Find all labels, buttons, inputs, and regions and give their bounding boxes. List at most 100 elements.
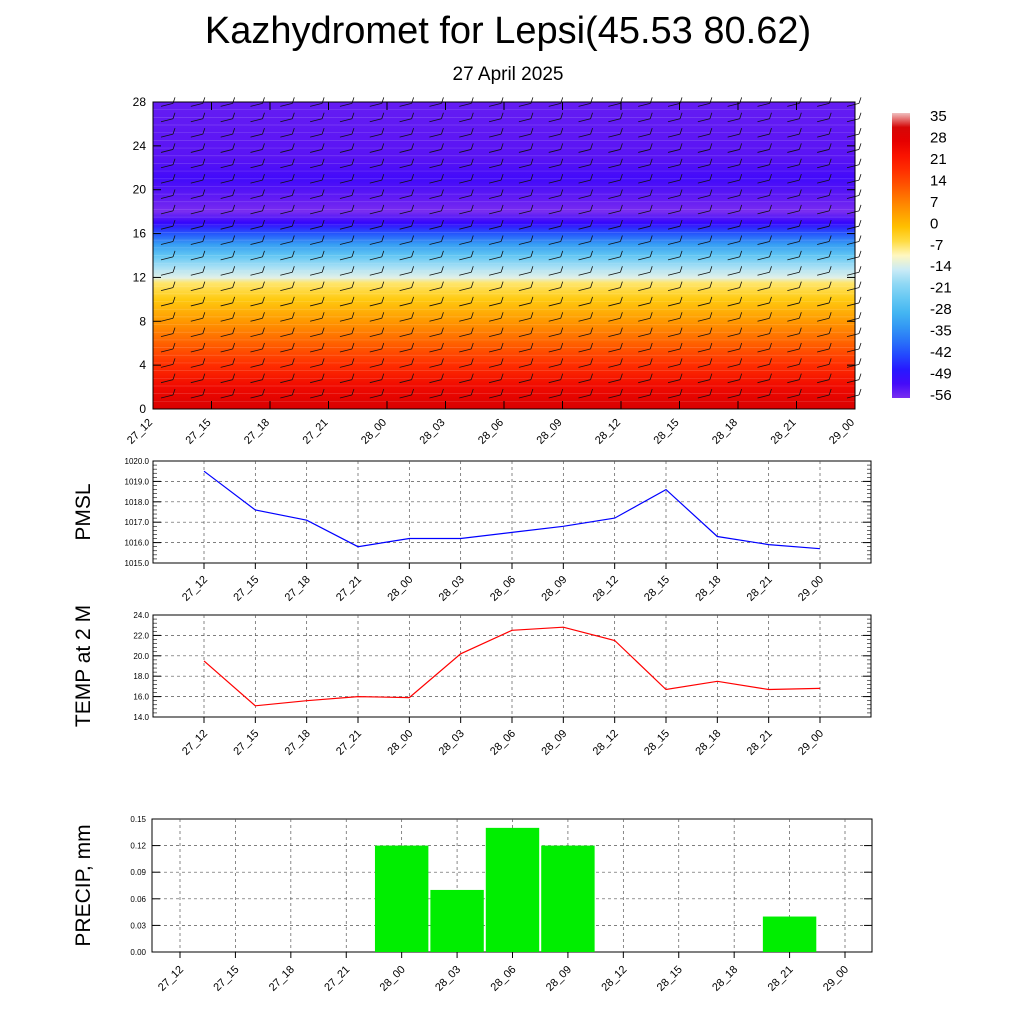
wind-barb-flag [291, 158, 295, 165]
wind-barb-flag [291, 143, 295, 150]
wind-barb [608, 133, 621, 138]
wind-barb-flag [590, 281, 593, 288]
wind-barb [817, 179, 830, 184]
wind-barb-flag [530, 373, 534, 380]
wind-barb-flag [739, 235, 743, 242]
wind-barb-flag [202, 388, 206, 396]
wind-barb-flag [828, 220, 832, 227]
wind-barb [399, 164, 412, 169]
wind-barb-flag [411, 312, 414, 319]
wind-barb-flag [739, 266, 743, 273]
wind-barb-flag [649, 158, 653, 165]
wind-barb [459, 333, 472, 338]
wind-barb-flag [411, 174, 414, 181]
y-tick-label: 16 [133, 227, 147, 241]
wind-barb [190, 317, 203, 322]
wind-barb [280, 394, 293, 399]
wind-barb-flag [262, 358, 265, 365]
wind-barb-flag [679, 127, 683, 135]
wind-barb [638, 149, 651, 153]
wind-barb-flag [232, 220, 236, 227]
wind-barb-flag [798, 204, 802, 211]
wind-barb [817, 133, 830, 138]
wind-barb [488, 195, 502, 199]
wind-barb-flag [381, 220, 385, 227]
wind-barb-flag [262, 266, 265, 273]
wind-barb [667, 348, 681, 353]
wind-barb [399, 149, 412, 153]
wind-barb-flag [739, 204, 743, 211]
x-tick-label: 28_06 [489, 964, 519, 994]
wind-barb-flag [739, 342, 743, 350]
wind-barb [787, 333, 800, 338]
wind-barb [757, 317, 770, 322]
wind-barb-flag [769, 358, 772, 365]
wind-barb-flag [679, 296, 683, 304]
wind-barb-flag [381, 112, 385, 119]
wind-barb-flag [291, 220, 295, 227]
wind-barb-flag [291, 189, 295, 196]
wind-barb-flag [262, 174, 265, 181]
wind-barb-flag [321, 312, 325, 319]
wind-barb [518, 118, 532, 123]
y-tick-label: 0 [139, 402, 146, 416]
wind-barb-flag [560, 250, 564, 258]
wind-barb [339, 287, 353, 291]
wind-barb-flag [649, 281, 653, 288]
wind-barb [787, 102, 800, 107]
wind-barb [280, 271, 293, 276]
wind-barb-flag [620, 358, 623, 365]
wind-barb [459, 287, 472, 291]
wind-barb-flag [321, 296, 325, 304]
wind-barb [190, 118, 203, 123]
wind-barb [548, 256, 561, 261]
x-tick-label: 28_03 [437, 728, 467, 758]
wind-barb-flag [262, 296, 265, 304]
wind-barb-flag [828, 266, 832, 273]
y-tick-label: 0.12 [130, 842, 146, 851]
wind-barb-flag [262, 143, 265, 150]
wind-barb-flag [560, 342, 564, 350]
wind-barb [578, 256, 591, 261]
wind-barb-flag [291, 312, 295, 319]
wind-barb [190, 333, 203, 338]
wind-barb-flag [828, 342, 832, 350]
wind-barb-flag [470, 189, 474, 196]
wind-barb-flag [858, 174, 862, 181]
wind-barb-flag [769, 296, 772, 304]
wind-barb [160, 225, 174, 230]
wind-barb-flag [172, 388, 176, 396]
wind-barb [369, 241, 382, 245]
wind-barb-flag [560, 296, 564, 304]
wind-barb [846, 210, 860, 215]
wind-barb-flag [739, 189, 743, 196]
wind-barb [250, 102, 263, 107]
wind-barb [518, 363, 532, 368]
wind-barb-flag [232, 235, 236, 242]
x-tick-label: 28_18 [693, 574, 723, 604]
wind-barb [787, 271, 800, 276]
wind-barb-flag [381, 388, 385, 396]
wind-barb [667, 210, 681, 215]
wind-barb [160, 394, 174, 399]
wind-barb-flag [709, 143, 713, 150]
wind-barb [667, 256, 681, 261]
wind-barb-flag [590, 373, 593, 380]
wind-barb [220, 195, 233, 199]
wind-barb-flag [172, 342, 176, 350]
wind-barb [429, 102, 442, 107]
wind-barb-flag [351, 189, 355, 196]
wind-barb-flag [262, 327, 265, 334]
wind-barb [369, 225, 382, 230]
wind-barb-flag [351, 204, 355, 211]
precip-ylabel: PRECIP, mm [72, 824, 95, 946]
wind-barb [548, 102, 561, 107]
wind-barb-flag [172, 174, 176, 181]
wind-barb-flag [500, 174, 504, 181]
colorbar-label: 28 [930, 129, 947, 146]
wind-barb-flag [291, 127, 295, 135]
wind-barb [578, 118, 591, 123]
x-tick-label: 28_12 [599, 964, 629, 994]
wind-barb-flag [262, 373, 265, 380]
wind-barb [250, 317, 263, 322]
